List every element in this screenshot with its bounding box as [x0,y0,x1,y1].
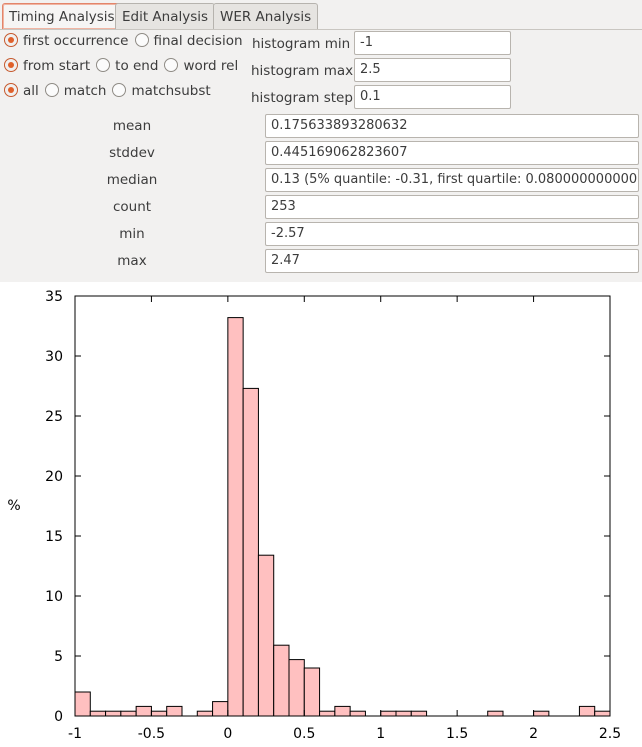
x-tick-label: 2 [529,726,538,742]
mean-field[interactable]: 0.175633893280632 [265,114,639,138]
y-tick-label: 5 [54,649,63,665]
min-label: min [119,226,145,242]
histogram-bar [319,710,336,717]
radio-all[interactable]: all [4,83,39,99]
radio-from-start[interactable]: from start [4,58,90,74]
y-axis-label: % [7,498,20,514]
histogram-bar [288,659,305,717]
plot-frame [74,295,611,717]
radio-match[interactable]: match [44,83,106,99]
histogram-min-label: histogram min [252,36,351,52]
radio-matchsubst[interactable]: matchsubst [112,83,211,99]
x-tick-label: 2.5 [599,726,621,742]
histogram-bar [242,387,259,717]
y-tick-label: 20 [45,469,63,485]
y-tick-label: 0 [54,709,63,725]
count-label: count [112,199,152,215]
histogram-bar [410,710,428,717]
histogram-bar [594,710,611,717]
radio-word-rel[interactable]: word rel [164,58,238,74]
histogram-bar [334,705,351,717]
histogram-bar [196,710,214,717]
mean-label: mean [112,118,152,134]
match-options: all match matchsubst [4,83,217,105]
radio-checked-icon[interactable] [4,83,18,97]
median-field[interactable]: 0.13 (5% quantile: -0.31, first quartile… [265,168,639,192]
x-tick-label: 1 [376,726,385,742]
histogram-min-input[interactable]: -1 [354,31,511,55]
tab-wer-analysis[interactable]: WER Analysis [213,3,319,29]
median-label: median [106,172,158,188]
y-tick-label: 15 [45,529,63,545]
x-tick-label: 0.5 [293,726,315,742]
tab-edit-analysis[interactable]: Edit Analysis [115,3,216,29]
histogram-bar [533,710,550,717]
histogram-chart: -1 -0.5 0 0.5 1 1.5 2 2.5 0 5 10 15 20 25 30 35 % [0,282,642,747]
histogram-bar [135,705,152,717]
y-tick-label: 10 [45,589,63,605]
histogram-bar [105,710,122,717]
histogram-bar [212,701,229,717]
reference-options: from start to end word rel [4,58,244,80]
radio-to-end[interactable]: to end [96,58,158,74]
tab-timing-analysis[interactable]: Timing Analysis [2,3,122,29]
occurrence-options: first occurrence final decision [4,33,249,55]
y-tick-label: 35 [45,289,63,305]
x-tick-label: -0.5 [138,726,165,742]
x-tick-label: 1.5 [446,726,468,742]
histogram-bar [578,705,596,717]
histogram-bar [89,710,107,717]
tab-divider [0,29,642,30]
histogram-bar [120,710,137,717]
histogram-bar [303,667,321,717]
max-label: max [117,253,147,269]
radio-unchecked-icon[interactable] [134,33,149,47]
y-tick-label: 30 [45,349,63,365]
histogram-bar [487,710,504,717]
radio-checked-icon[interactable] [4,33,18,47]
histogram-bar [166,705,183,717]
tab-bar: Timing Analysis Edit Analysis WER Analys… [0,0,642,30]
max-field[interactable]: 2.47 [265,249,639,273]
histogram-step-label: histogram step [251,90,353,106]
histogram-bar [380,710,397,717]
radio-final-decision[interactable]: final decision [134,33,243,49]
radio-unchecked-icon[interactable] [164,58,179,72]
histogram-bar [150,710,168,717]
radio-unchecked-icon[interactable] [112,83,127,97]
radio-unchecked-icon[interactable] [96,58,111,72]
x-tick-label: -1 [68,726,82,742]
min-field[interactable]: -2.57 [265,222,639,246]
histogram-max-input[interactable]: 2.5 [354,58,511,82]
histogram-max-label: histogram max [251,63,354,79]
x-tick-label: 0 [223,726,232,742]
radio-checked-icon[interactable] [4,58,18,72]
histogram-bar [349,710,366,717]
histogram-bar [273,644,290,717]
radio-first-occurrence[interactable]: first occurrence [4,33,129,49]
count-field[interactable]: 253 [265,195,639,219]
radio-unchecked-icon[interactable] [44,83,59,97]
histogram-bar [227,317,244,717]
y-tick-label: 25 [45,409,63,425]
chart-background [0,282,642,747]
histogram-bar [74,691,91,717]
stddev-field[interactable]: 0.445169062823607 [265,141,639,165]
stddev-label: stddev [109,145,155,161]
histogram-step-input[interactable]: 0.1 [354,85,511,109]
histogram-bar [395,710,412,717]
histogram-bar [257,554,275,717]
